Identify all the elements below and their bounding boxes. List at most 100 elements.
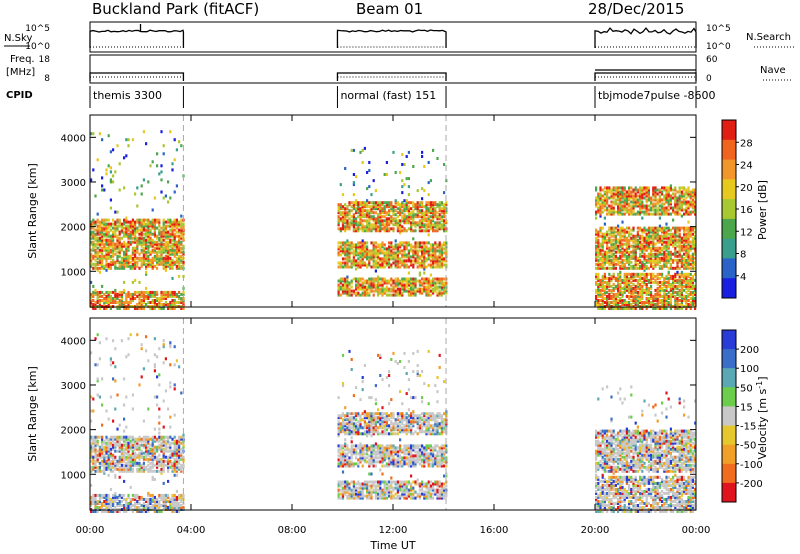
- range-cell: [443, 203, 446, 207]
- range-cell: [423, 229, 426, 233]
- range-cell: [103, 449, 106, 453]
- range-cell: [107, 493, 110, 497]
- range-cell: [436, 211, 439, 215]
- range-cell: [337, 261, 340, 265]
- range-cell: [383, 289, 386, 293]
- range-cell: [169, 250, 172, 254]
- range-cell: [109, 178, 112, 182]
- range-cell: [445, 243, 448, 247]
- range-cell: [123, 186, 126, 190]
- range-cell: [156, 254, 159, 258]
- range-cell: [619, 278, 622, 282]
- range-cell: [98, 290, 101, 294]
- range-cell: [617, 228, 620, 232]
- range-cell: [619, 202, 622, 206]
- range-cell: [672, 282, 675, 286]
- range-cell: [379, 283, 382, 287]
- range-cell: [429, 219, 432, 223]
- range-cell: [366, 199, 369, 203]
- range-cell: [171, 224, 174, 228]
- range-cell: [105, 337, 108, 341]
- range-cell: [438, 253, 441, 257]
- range-cell: [350, 293, 353, 297]
- range-cell: [652, 274, 655, 278]
- range-cell: [619, 194, 622, 198]
- range-cell: [595, 202, 598, 206]
- range-cell: [410, 247, 413, 251]
- range-cell: [432, 201, 435, 205]
- range-cell: [665, 284, 668, 288]
- range-cell: [118, 250, 121, 254]
- range-cell: [652, 230, 655, 234]
- range-cell: [357, 257, 360, 261]
- range-cell: [432, 255, 435, 259]
- range-cell: [612, 186, 615, 190]
- range-cell: [116, 236, 119, 240]
- range-cell: [374, 221, 377, 225]
- range-cell: [96, 469, 99, 473]
- range-cell: [94, 447, 97, 451]
- range-cell: [101, 435, 104, 439]
- range-cell: [136, 256, 139, 260]
- range-cell: [667, 256, 670, 260]
- range-cell: [410, 289, 413, 293]
- range-cell: [390, 251, 393, 255]
- range-cell: [339, 245, 342, 249]
- range-cell: [103, 459, 106, 463]
- range-cell: [96, 266, 99, 270]
- range-cell: [363, 227, 366, 231]
- range-cell: [372, 289, 375, 293]
- range-cell: [694, 284, 697, 288]
- range-cell: [436, 287, 439, 291]
- range-cell: [394, 279, 397, 283]
- range-cell: [603, 276, 606, 280]
- range-cell: [125, 242, 128, 246]
- range-cell: [595, 301, 598, 304]
- range-cell: [656, 307, 659, 310]
- range-cell: [90, 234, 93, 238]
- range-cell: [636, 246, 639, 250]
- range-cell: [608, 226, 611, 230]
- range-cell: [383, 219, 386, 223]
- range-cell: [173, 224, 176, 228]
- range-cell: [180, 246, 183, 250]
- range-cell: [348, 251, 351, 255]
- range-cell: [120, 222, 123, 226]
- range-cell: [357, 293, 360, 297]
- range-cell: [112, 246, 115, 250]
- range-cell: [381, 283, 384, 287]
- range-cell: [599, 248, 602, 252]
- range-cell: [667, 284, 670, 288]
- range-cell: [134, 238, 137, 242]
- range-cell: [169, 252, 172, 256]
- range-cell: [114, 242, 117, 246]
- range-cell: [608, 301, 611, 304]
- range-cell: [597, 252, 600, 256]
- range-cell: [357, 251, 360, 255]
- range-cell: [94, 453, 97, 457]
- range-cell: [341, 225, 345, 229]
- range-cell: [445, 281, 448, 285]
- range-cell: [416, 215, 419, 219]
- range-cell: [694, 242, 697, 246]
- range-cell: [694, 212, 697, 216]
- range-cell: [169, 220, 172, 224]
- range-cell: [366, 257, 369, 261]
- range-cell: [407, 207, 410, 211]
- range-cell: [344, 207, 347, 211]
- range-cell: [654, 234, 657, 238]
- range-cell: [120, 457, 123, 461]
- range-cell: [601, 258, 604, 262]
- range-cell: [352, 215, 355, 219]
- range-cell: [120, 465, 123, 469]
- range-cell: [346, 225, 349, 229]
- range-cell: [142, 297, 145, 300]
- range-cell: [658, 258, 661, 262]
- range-cell: [92, 262, 95, 266]
- range-cell: [374, 277, 377, 281]
- range-cell: [105, 240, 108, 244]
- range-cell: [650, 246, 653, 250]
- range-cell: [105, 467, 108, 471]
- range-cell: [608, 190, 611, 194]
- range-cell: [162, 244, 165, 248]
